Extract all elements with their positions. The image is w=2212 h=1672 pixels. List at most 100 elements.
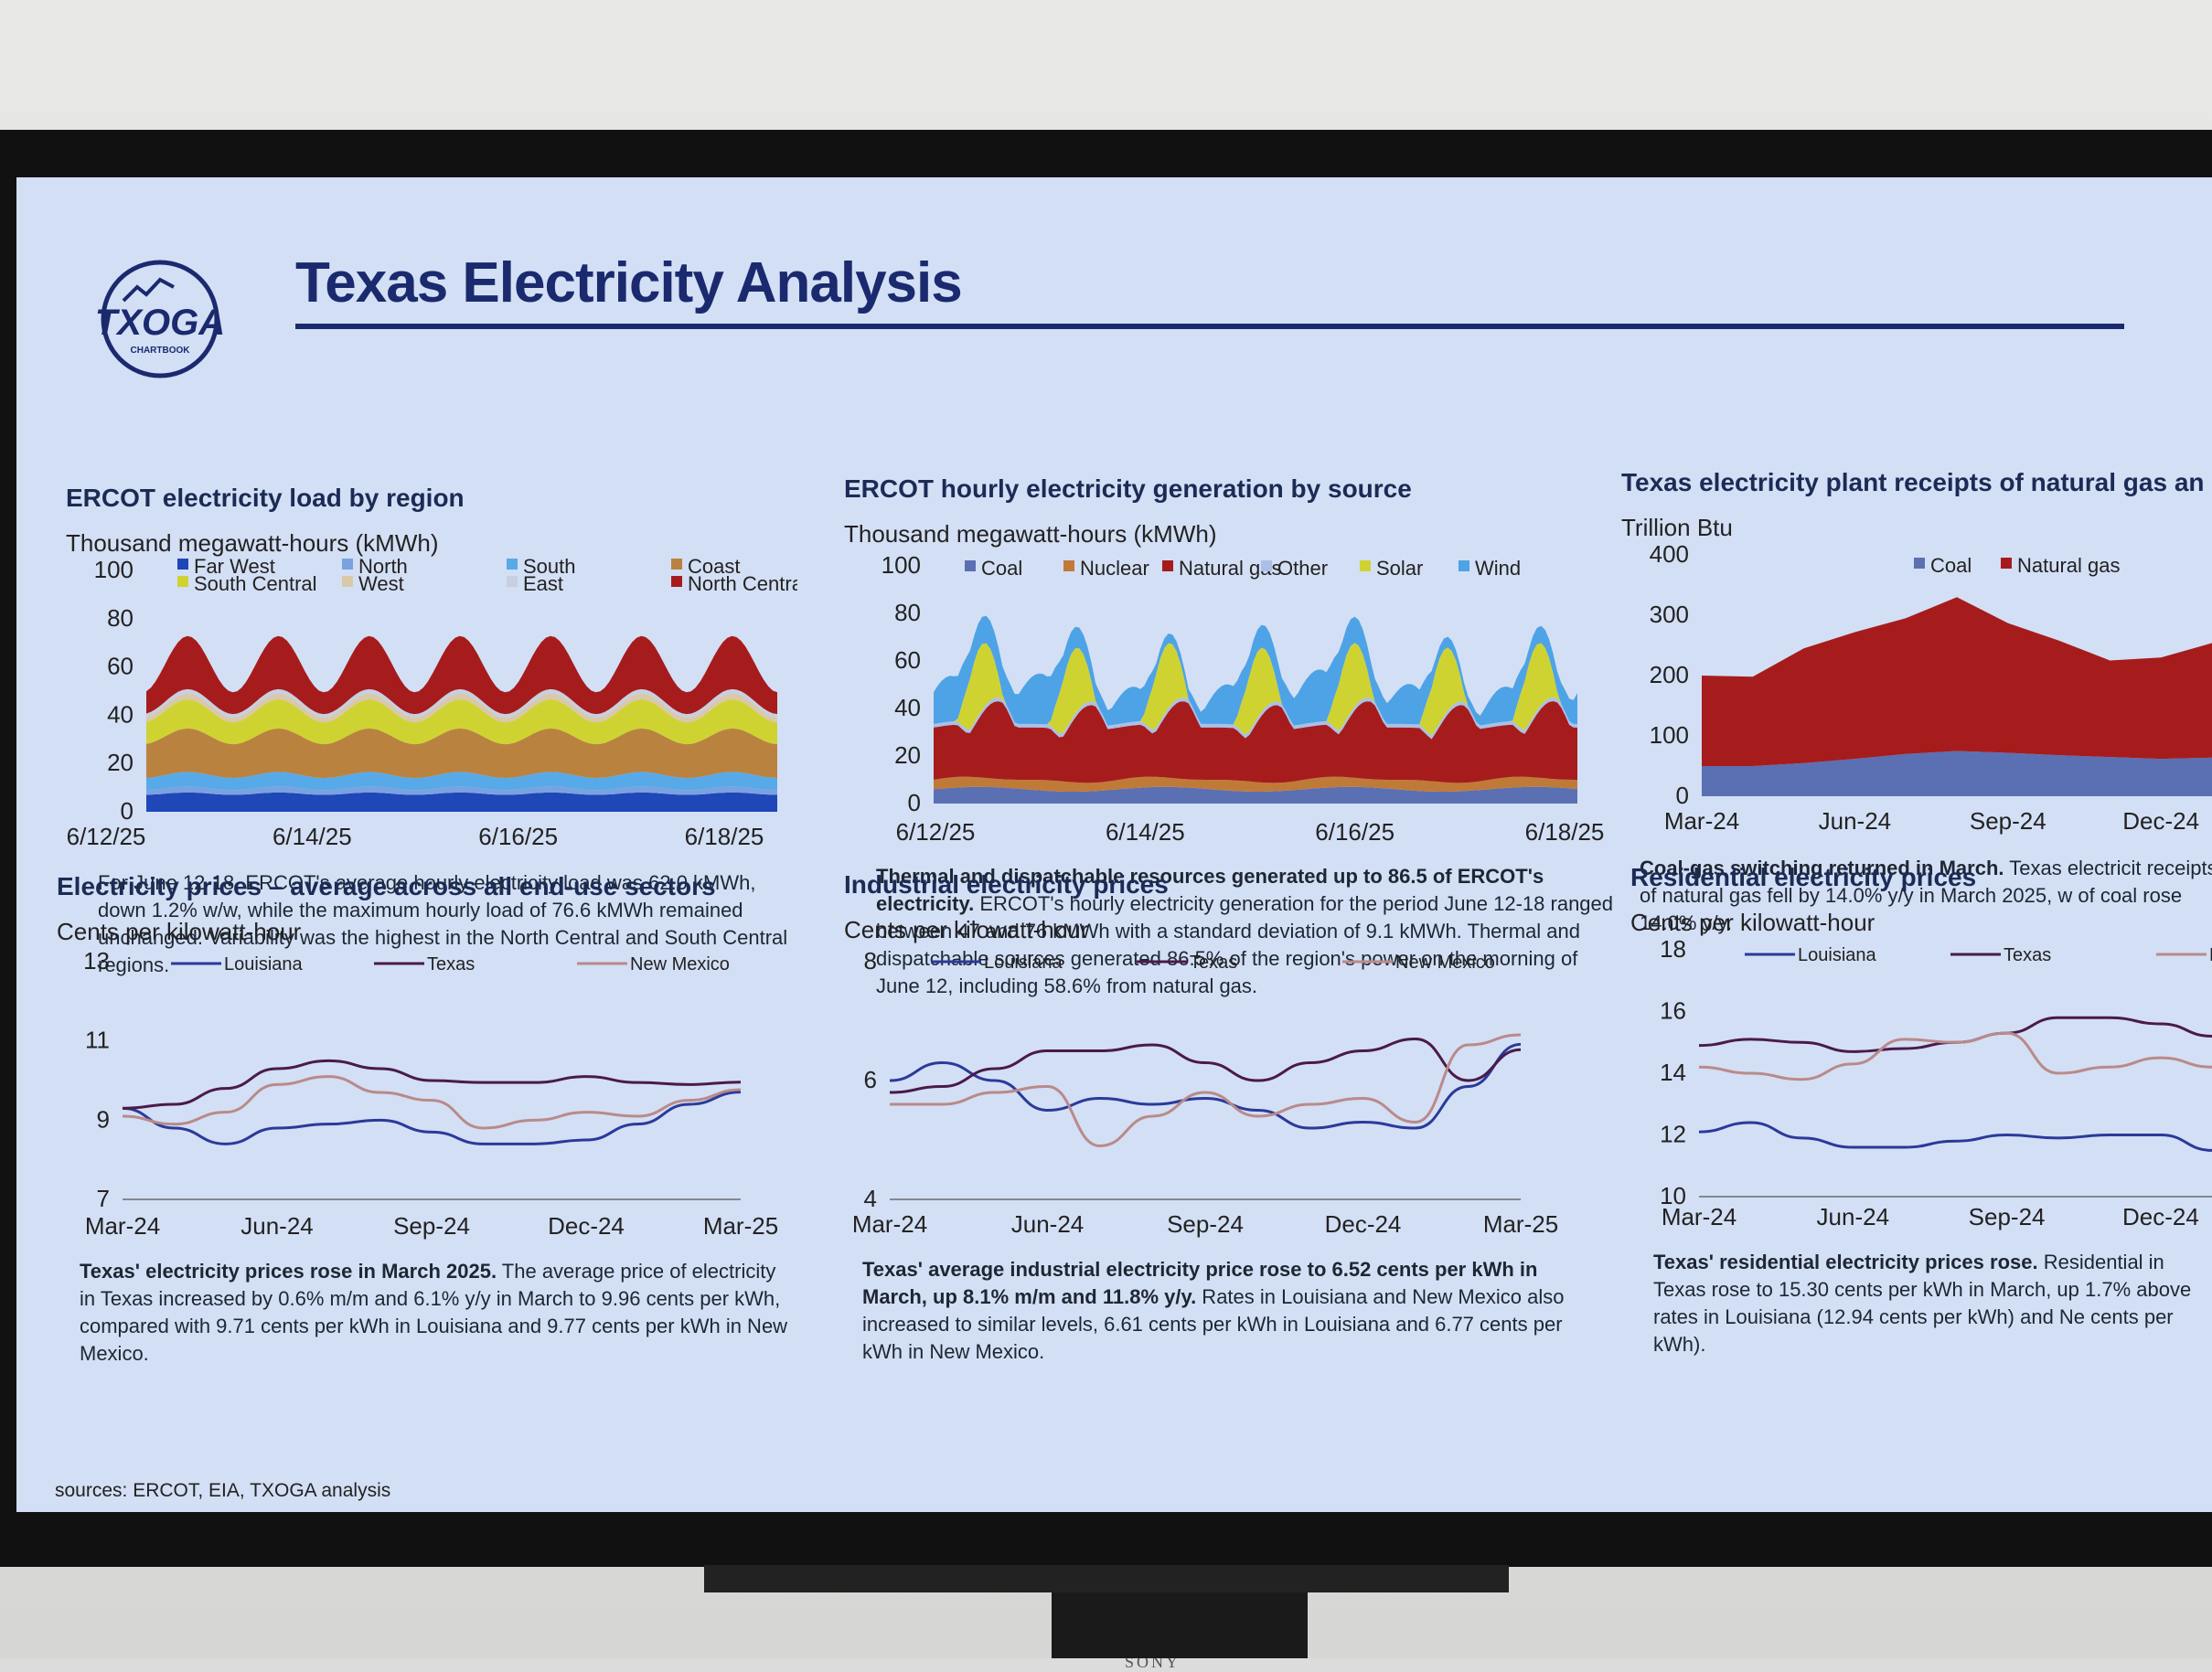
legend-label: Texas xyxy=(1190,953,1237,973)
panel-note: Texas' average industrial electricity pr… xyxy=(862,1256,1594,1366)
unit-label: Cents per kilowatt-hour xyxy=(1630,909,1875,936)
legend-label: New Mexico xyxy=(1395,953,1495,973)
note-text: For June 12-18, ERCOT's average hourly e… xyxy=(98,871,788,976)
x-tick-label: Jun-24 xyxy=(1819,807,1891,835)
panel-note: Coal-gas switching returned in March. Te… xyxy=(1640,855,2212,937)
y-tick-label: 0 xyxy=(1676,782,1689,809)
panel-note: Thermal and dispatchable resources gener… xyxy=(876,863,1626,1000)
x-tick-label: Dec-24 xyxy=(2122,1203,2199,1230)
legend-swatch xyxy=(1162,560,1173,571)
y-tick-label: 60 xyxy=(107,653,134,680)
y-tick-label: 0 xyxy=(121,797,134,825)
x-tick-label: 6/16/25 xyxy=(478,823,558,850)
x-tick-label: 6/18/25 xyxy=(1525,818,1605,846)
legend-swatch xyxy=(177,559,188,570)
panel-allprices: Electricity prices – average across all … xyxy=(57,872,807,1384)
y-tick-label: 20 xyxy=(894,741,921,769)
legend-swatch xyxy=(507,559,518,570)
x-tick-label: Jun-24 xyxy=(1011,1210,1085,1238)
x-tick-label: Sep-24 xyxy=(1970,807,2046,835)
legend-swatch xyxy=(1063,560,1074,571)
y-tick-label: 13 xyxy=(83,947,110,974)
legend-label: Coal xyxy=(1930,554,1972,577)
legend-label: North Central xyxy=(688,572,797,595)
legend-label: New Mexico xyxy=(630,954,730,974)
y-tick-label: 40 xyxy=(107,700,134,728)
y-tick-label: 0 xyxy=(908,789,921,816)
x-tick-label: Mar-25 xyxy=(1483,1210,1558,1238)
y-tick-label: 200 xyxy=(1650,661,1689,688)
chart-industrial: 4 6 8 Louisiana Texas New Mexico Mar-24 Jun-24 S… xyxy=(852,947,1558,1238)
panel-receipts: Texas electricity plant receipts of natu… xyxy=(1621,468,2212,1017)
y-tick-label: 9 xyxy=(97,1105,110,1133)
legend-swatch xyxy=(342,559,353,570)
legend-label: Louisiana xyxy=(984,953,1063,973)
unit-label: Thousand megawatt-hours (kMWh) xyxy=(66,529,439,557)
legend-swatch xyxy=(2001,558,2012,569)
legend-label: Texas xyxy=(427,954,475,974)
y-tick-label: 6 xyxy=(864,1066,877,1093)
legend-label: Far West xyxy=(194,557,275,578)
legend-swatch xyxy=(1914,558,1925,569)
legend-label: South xyxy=(523,557,576,578)
legend-label: Other xyxy=(1277,557,1328,580)
tv-stand xyxy=(704,1565,1509,1592)
x-tick-label: Sep-24 xyxy=(1969,1203,2046,1230)
legend-label: Texas xyxy=(2004,945,2051,965)
y-tick-label: 100 xyxy=(94,557,134,583)
legend-swatch xyxy=(177,576,188,587)
y-tick-label: 60 xyxy=(894,646,921,674)
area-wind xyxy=(934,615,1577,726)
area-natural-gas xyxy=(1702,597,2212,766)
slide: TXOGA CHARTBOOK Texas Electricity Analys… xyxy=(16,177,2212,1512)
panel-generation: ERCOT hourly electricity generation by s… xyxy=(844,474,1630,1023)
y-tick-label: 7 xyxy=(97,1185,110,1212)
chart-allprices: 7 9 11 13 Louisiana Texas New Mexico Mar-24 Jun-… xyxy=(83,947,778,1240)
panel-note: Texas' residential electricity prices ro… xyxy=(1653,1249,2212,1358)
area-nuclear xyxy=(934,776,1577,792)
y-tick-label: 80 xyxy=(894,599,921,626)
legend-swatch xyxy=(965,560,976,571)
tv-stand-base xyxy=(1052,1592,1308,1658)
panel-title: ERCOT electricity load by region xyxy=(66,484,465,512)
line-texas xyxy=(1698,1016,2212,1053)
legend-label: Solar xyxy=(1376,557,1423,580)
line-texas xyxy=(122,1059,742,1110)
unit-label: Cents per kilowatt-hour xyxy=(57,918,302,945)
chart-receipts: 0 100 200 300 400 Coal Natural gas Mar-24 Jun-24… xyxy=(1650,541,2212,835)
panel-title: Residential electricity prices xyxy=(1630,863,1977,891)
line-louisiana xyxy=(1698,1121,2212,1152)
x-tick-label: Dec-24 xyxy=(1325,1210,1402,1238)
area-natural-gas xyxy=(934,701,1577,783)
line-louisiana xyxy=(122,1091,742,1145)
y-tick-label: 8 xyxy=(864,947,877,974)
x-tick-label: Mar-24 xyxy=(1662,1203,1736,1230)
note-text: Rates in Louisiana and New Mexico also i… xyxy=(862,1285,1565,1363)
tv-frame: TXOGA CHARTBOOK Texas Electricity Analys… xyxy=(0,130,2212,1671)
x-tick-label: Mar-24 xyxy=(852,1210,927,1238)
note-text: ERCOT's hourly electricity generation fo… xyxy=(876,892,1614,997)
panel-industrial: Industrial electricity prices Cents per … xyxy=(844,870,1612,1382)
y-tick-label: 100 xyxy=(1650,721,1689,749)
note-bold: Texas' average industrial electricity pr… xyxy=(862,1258,1538,1308)
legend-swatch xyxy=(507,576,518,587)
y-tick-label: 4 xyxy=(864,1185,877,1212)
panel-title: Texas electricity plant receipts of natu… xyxy=(1621,468,2205,496)
x-tick-label: Jun-24 xyxy=(1817,1203,1890,1230)
x-tick-label: Mar-24 xyxy=(85,1212,160,1240)
x-tick-label: 6/18/25 xyxy=(685,823,764,850)
note-text: The average price of electricity in Texa… xyxy=(80,1260,788,1365)
legend-label: Natural gas xyxy=(2017,554,2121,577)
note-bold: Texas' electricity prices rose in March … xyxy=(80,1260,497,1283)
legend-swatch xyxy=(1459,560,1469,571)
x-tick-label: Dec-24 xyxy=(548,1212,625,1240)
x-tick-label: 6/12/25 xyxy=(67,823,146,850)
y-tick-label: 400 xyxy=(1650,541,1689,568)
logo-subtext: CHARTBOOK xyxy=(131,346,191,356)
panel-note: Texas' electricity prices rose in March … xyxy=(80,1258,793,1368)
x-tick-label: 6/14/25 xyxy=(272,823,352,850)
panel-title: Electricity prices – average across all … xyxy=(57,872,716,900)
legend-label: South Central xyxy=(194,572,317,595)
area-north xyxy=(146,786,777,795)
area-north-central xyxy=(146,635,777,715)
